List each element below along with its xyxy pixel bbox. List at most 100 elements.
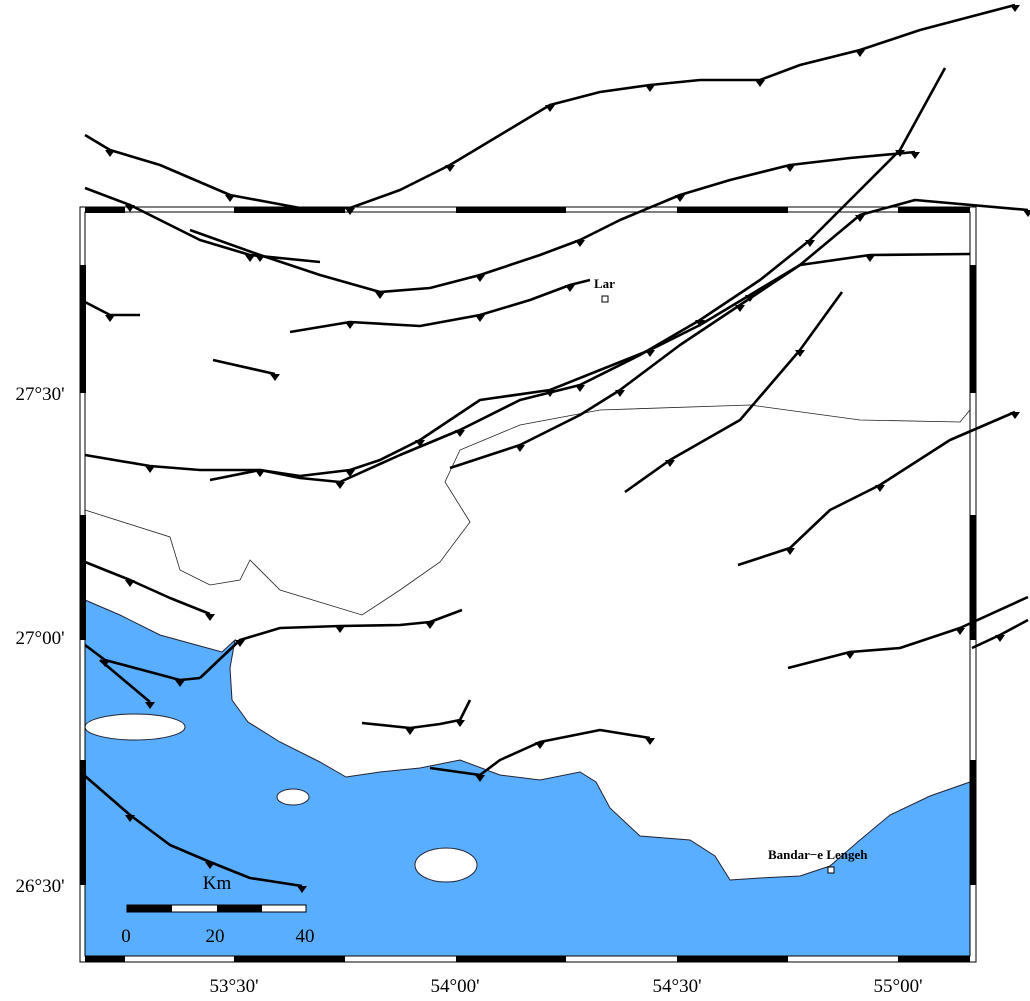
thrust-barb [270,374,280,381]
thrust-barb [255,255,265,262]
thrust-barb [615,390,625,397]
thrust-barb [910,152,920,159]
thrust-barb [565,285,575,292]
frame-segment [970,515,976,640]
lat-label: 27°00' [15,628,64,649]
thrust-barb [785,548,795,555]
fault-line [84,560,211,616]
scale-bar [126,904,307,913]
frame-segment [898,956,970,962]
thrust-barb [145,466,155,473]
frame-segment [898,207,970,213]
thrust-barb [425,622,435,629]
thrust-barb [235,640,245,647]
thrust-barb [405,728,415,735]
island [276,788,310,806]
thrust-barb [895,150,905,157]
fault-line [84,775,303,888]
thrust-barb [695,320,705,327]
frame-segment [80,760,86,885]
fault-line [84,3,1016,210]
lon-label: 55°00' [873,976,922,996]
thrust-barb [795,350,805,357]
thrust-barb [205,862,215,869]
thrust-barb [865,255,875,262]
place-label: Lar [594,276,615,291]
thrust-barb [100,660,110,667]
boundary [84,404,971,616]
thrust-barb [1010,5,1020,12]
thrust-barb [755,80,765,87]
thrust-barb [375,292,385,299]
thrust-barb [445,165,455,172]
frame-segment [970,760,976,885]
frame-segment [85,207,125,213]
thrust-barb [335,482,345,489]
map-frame [80,207,976,962]
thrust-barb [995,635,1005,642]
frame-segment [677,956,788,962]
sea [84,599,971,957]
frame-segment [677,207,788,213]
city-marker [601,295,609,303]
thrust-barb [665,460,675,467]
thrust-barb [645,85,655,92]
scale-label: 40 [296,926,315,947]
thrust-barb [125,580,135,587]
thrust-barb [345,470,355,477]
island [84,713,186,741]
thrust-barb [475,315,485,322]
fault-line [737,410,1016,567]
thrust-barb [575,385,585,392]
frame-segment [80,515,86,640]
lat-label: 27°30' [15,384,64,405]
frame-segment [970,265,976,393]
lon-label: 54°00' [430,976,479,996]
thrust-barb [845,652,855,659]
thrust-barb [735,305,745,312]
thrust-barb [105,315,115,322]
scale-unit: Km [203,873,232,894]
island [414,847,478,883]
thrust-barb [175,680,185,687]
thrust-barb [545,390,555,397]
thrust-barb [455,720,465,727]
thrust-barb [745,295,755,302]
scale-label: 0 [121,926,131,947]
lon-label: 53°30' [209,976,258,996]
thrust-barb [955,628,965,635]
frame-segment [85,956,125,962]
thrust-barb [345,322,355,329]
thrust-barb [645,350,655,357]
thrust-barb [1010,412,1020,419]
thrust-barb [675,195,685,202]
fault-line [84,643,201,682]
thrust-barb [545,105,555,112]
inner-border [84,211,971,957]
thrust-barb [145,702,155,709]
thrust-barb [785,165,795,172]
fault-line [84,252,971,478]
frame-segment [456,956,566,962]
lon-label: 54°30' [652,976,701,996]
fault-line [361,699,472,730]
thrust-barb [245,255,255,262]
thrust-barb [105,150,115,157]
thrust-barb [855,50,865,57]
thrust-barb [645,738,655,745]
fault-line [212,358,276,376]
fault-line [429,728,651,777]
thrust-barb [455,430,465,437]
fault-line [624,291,844,494]
thrust-barb [415,440,425,447]
thrust-barb [255,470,265,477]
thrust-barb [125,815,135,822]
fault-line [189,150,916,294]
thrust-barb [855,215,865,222]
city-marker [827,866,835,874]
fault-line [99,659,151,703]
thrust-barb [875,485,885,492]
thrust-barb [475,775,485,782]
thrust-barb [225,195,235,202]
frame-segment [80,265,86,393]
